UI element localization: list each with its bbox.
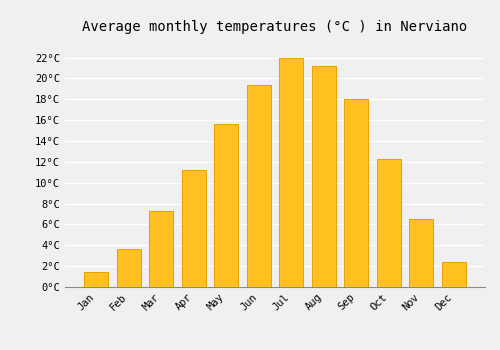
Bar	[116, 250, 141, 287]
Bar	[84, 272, 108, 287]
Bar	[149, 211, 174, 287]
Bar	[376, 159, 401, 287]
Bar	[182, 170, 206, 287]
Bar	[246, 85, 271, 287]
Bar	[442, 262, 466, 287]
Bar	[214, 124, 238, 287]
Bar	[279, 58, 303, 287]
Bar	[344, 99, 368, 287]
Title: Average monthly temperatures (°C ) in Nerviano: Average monthly temperatures (°C ) in Ne…	[82, 20, 468, 34]
Bar	[312, 66, 336, 287]
Bar	[409, 219, 434, 287]
